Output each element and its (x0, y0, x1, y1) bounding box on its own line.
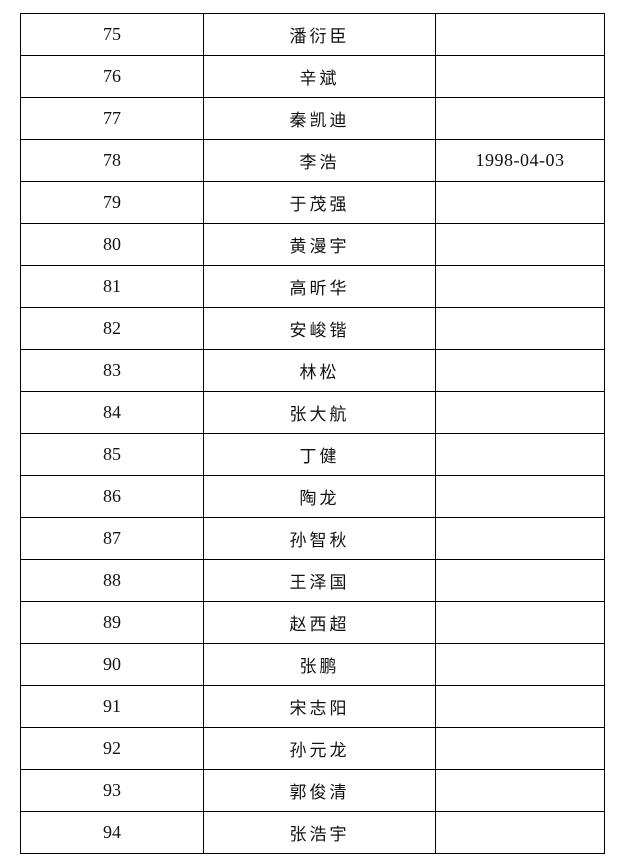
roster-table-body: 75 潘衍臣 76 辛斌 77 秦凯迪 78 李浩 1998-04-03 79 于茂强 80 黄漫宇 81… (20, 13, 605, 854)
row-name: 赵西超 (203, 601, 436, 644)
row-number: 92 (20, 727, 204, 770)
row-name: 林松 (203, 349, 436, 392)
row-name: 辛斌 (203, 55, 436, 98)
row-name: 陶龙 (203, 475, 436, 518)
row-name: 郭俊清 (203, 769, 436, 812)
table-row: 90 张鹏 (20, 643, 605, 686)
table-row: 89 赵西超 (20, 601, 605, 644)
row-date (435, 769, 605, 812)
row-number: 90 (20, 643, 204, 686)
row-name: 李浩 (203, 139, 436, 182)
roster-table: 75 潘衍臣 76 辛斌 77 秦凯迪 78 李浩 1998-04-03 79 于茂强 80 黄漫宇 81… (20, 13, 605, 854)
row-name: 张浩宇 (203, 811, 436, 854)
row-date (435, 601, 605, 644)
row-number: 82 (20, 307, 204, 350)
row-date (435, 559, 605, 602)
row-number: 87 (20, 517, 204, 560)
row-name: 丁健 (203, 433, 436, 476)
row-name: 于茂强 (203, 181, 436, 224)
table-row: 75 潘衍臣 (20, 13, 605, 56)
row-date (435, 643, 605, 686)
table-row: 78 李浩 1998-04-03 (20, 139, 605, 182)
row-name: 宋志阳 (203, 685, 436, 728)
table-row: 79 于茂强 (20, 181, 605, 224)
table-row: 76 辛斌 (20, 55, 605, 98)
row-number: 83 (20, 349, 204, 392)
table-row: 88 王泽国 (20, 559, 605, 602)
row-name: 孙智秋 (203, 517, 436, 560)
row-date (435, 433, 605, 476)
row-name: 张大航 (203, 391, 436, 434)
row-date (435, 349, 605, 392)
table-row: 84 张大航 (20, 391, 605, 434)
row-date (435, 181, 605, 224)
row-number: 84 (20, 391, 204, 434)
row-name: 黄漫宇 (203, 223, 436, 266)
row-number: 77 (20, 97, 204, 140)
row-name: 高昕华 (203, 265, 436, 308)
row-number: 86 (20, 475, 204, 518)
table-row: 77 秦凯迪 (20, 97, 605, 140)
row-number: 85 (20, 433, 204, 476)
table-row: 86 陶龙 (20, 475, 605, 518)
row-date: 1998-04-03 (435, 139, 605, 182)
row-number: 81 (20, 265, 204, 308)
row-date (435, 391, 605, 434)
table-row: 82 安峻锴 (20, 307, 605, 350)
row-number: 88 (20, 559, 204, 602)
row-name: 孙元龙 (203, 727, 436, 770)
row-number: 93 (20, 769, 204, 812)
row-number: 76 (20, 55, 204, 98)
table-row: 80 黄漫宇 (20, 223, 605, 266)
row-date (435, 13, 605, 56)
row-name: 张鹏 (203, 643, 436, 686)
row-name: 安峻锴 (203, 307, 436, 350)
row-date (435, 811, 605, 854)
table-row: 87 孙智秋 (20, 517, 605, 560)
row-number: 80 (20, 223, 204, 266)
table-row: 91 宋志阳 (20, 685, 605, 728)
row-date (435, 685, 605, 728)
table-row: 85 丁健 (20, 433, 605, 476)
row-number: 78 (20, 139, 204, 182)
row-date (435, 475, 605, 518)
row-number: 89 (20, 601, 204, 644)
row-number: 94 (20, 811, 204, 854)
table-row: 94 张浩宇 (20, 811, 605, 854)
row-number: 91 (20, 685, 204, 728)
row-date (435, 307, 605, 350)
table-row: 81 高昕华 (20, 265, 605, 308)
row-name: 秦凯迪 (203, 97, 436, 140)
table-row: 92 孙元龙 (20, 727, 605, 770)
row-number: 75 (20, 13, 204, 56)
row-date (435, 517, 605, 560)
table-row: 93 郭俊清 (20, 769, 605, 812)
row-number: 79 (20, 181, 204, 224)
row-date (435, 55, 605, 98)
table-row: 83 林松 (20, 349, 605, 392)
row-name: 潘衍臣 (203, 13, 436, 56)
row-date (435, 97, 605, 140)
row-name: 王泽国 (203, 559, 436, 602)
row-date (435, 223, 605, 266)
row-date (435, 727, 605, 770)
row-date (435, 265, 605, 308)
